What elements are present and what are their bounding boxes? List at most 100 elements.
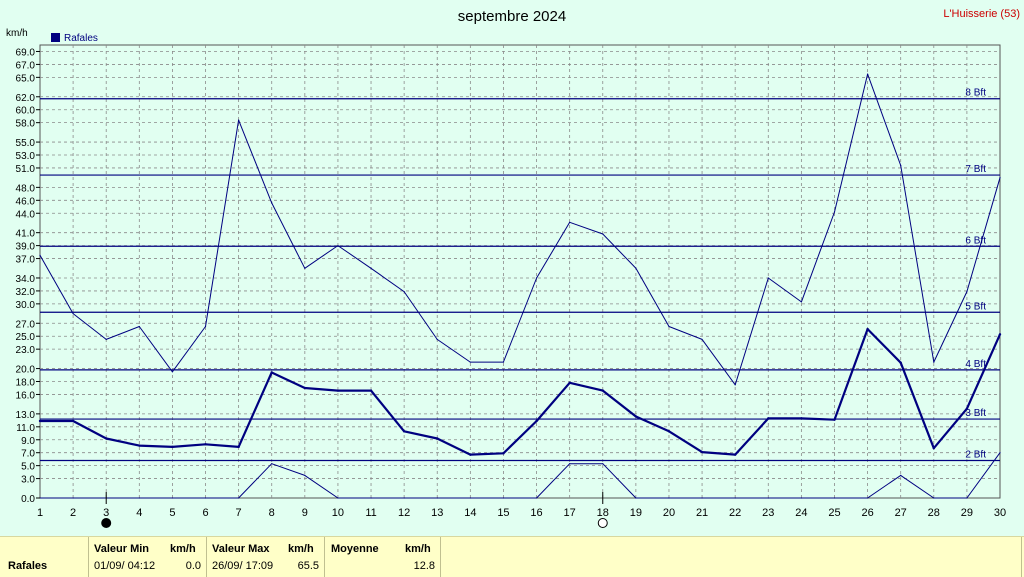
data-point-mean [436, 437, 439, 440]
x-tick-label: 7 [236, 507, 242, 519]
data-point-mean [105, 437, 108, 440]
beaufort-label: 2 Bft [965, 449, 986, 460]
chart-area: 2 Bft 3 Bft 4 Bft 5 Bft 6 Bft 7 Bft 8 Bft 0.0 3… [6, 8, 1020, 528]
y-tick-label: 39.0 [16, 242, 36, 253]
data-point-max [800, 301, 802, 303]
chart-title: septembre 2024 [458, 8, 566, 25]
data-point-min [502, 497, 505, 499]
avg-header: Moyenne [331, 543, 379, 555]
data-point-max [271, 202, 273, 204]
data-point-mean [303, 386, 307, 390]
data-point-mean [138, 444, 141, 447]
data-point-min [337, 497, 339, 499]
data-point-max [469, 361, 471, 363]
beaufort-label: 6 Bft [965, 235, 986, 246]
data-point-min [171, 497, 174, 499]
moon-phases [101, 492, 608, 528]
data-point-min [403, 497, 405, 499]
data-point-mean [402, 430, 406, 433]
data-point-max [966, 290, 968, 293]
x-tick-label: 6 [202, 507, 208, 519]
avg-unit: km/h [405, 543, 431, 555]
x-tick-label: 18 [597, 507, 609, 519]
data-point-mean [171, 445, 174, 449]
max-unit: km/h [288, 543, 314, 555]
beaufort-label: 4 Bft [965, 359, 986, 370]
x-tick-label: 15 [497, 507, 509, 519]
x-tick-label: 8 [269, 507, 275, 519]
data-point-mean [38, 419, 42, 423]
y-tick-label: 20.0 [16, 365, 36, 376]
data-point-min [933, 497, 935, 499]
beaufort-label: 5 Bft [965, 301, 986, 312]
new-moon-icon [101, 518, 112, 528]
y-tick-label: 32.0 [16, 287, 36, 298]
max-value: 65.5 [297, 560, 319, 572]
data-point-min [204, 497, 207, 499]
data-point-min [701, 497, 703, 499]
x-tick-label: 20 [663, 507, 675, 519]
data-point-min [138, 497, 140, 499]
data-point-max [535, 277, 538, 279]
x-tick-label: 9 [302, 507, 308, 519]
x-tick-label: 5 [169, 507, 175, 519]
data-point-mean [899, 361, 902, 364]
series-line-min [40, 452, 1001, 499]
series-line-max [39, 73, 1001, 386]
data-point-mean [601, 389, 604, 392]
data-point-mean [369, 389, 373, 392]
data-point-max [734, 384, 736, 386]
data-point-min [966, 497, 968, 499]
data-point-max [833, 211, 836, 213]
data-point-min [800, 497, 802, 499]
data-point-mean [767, 417, 770, 420]
y-tick-label: 23.0 [16, 345, 36, 356]
y-tick-labels: 0.0 3.0 5.0 7.0 9.0 11.0 13.0 16.018.0 20.0 23.0 2… [16, 47, 40, 505]
data-point-max [39, 254, 41, 256]
data-point-max [370, 267, 372, 269]
x-tick-label: 26 [861, 507, 873, 519]
x-tick-label: 11 [365, 507, 376, 519]
x-tick-label: 29 [961, 507, 973, 519]
data-point-min [668, 497, 670, 499]
x-tick-label: 28 [928, 507, 940, 519]
footer-series-label: Rafales [8, 560, 48, 572]
legend-label: Rafales [64, 33, 98, 44]
data-point-max [304, 267, 306, 269]
x-tick-label: 22 [729, 507, 741, 519]
plot-frame [39, 44, 1001, 499]
y-tick-label: 58.0 [16, 119, 36, 130]
data-point-mean [866, 327, 869, 331]
data-point-max [138, 325, 140, 328]
data-point-min [271, 463, 273, 465]
x-tick-label: 14 [464, 507, 476, 519]
data-point-min [602, 463, 604, 465]
data-point-max [436, 338, 438, 341]
data-point-mean [535, 419, 538, 423]
x-tick-label: 2 [70, 507, 76, 519]
y-tick-label: 60.0 [16, 106, 36, 117]
data-point-max [72, 312, 74, 315]
avg-value: 12.8 [413, 560, 435, 572]
x-tick-label: 16 [530, 507, 542, 519]
data-point-max [238, 119, 240, 121]
footer-right-divider [1021, 537, 1022, 577]
data-point-max [337, 245, 339, 247]
y-tick-label: 34.0 [16, 274, 36, 285]
data-point-mean [733, 453, 737, 456]
y-tick-label: 18.0 [16, 378, 36, 389]
y-tick-label: 16.0 [16, 390, 36, 401]
data-point-min [866, 497, 869, 499]
y-tick-label: 69.0 [16, 47, 36, 58]
grid [40, 45, 1000, 498]
data-point-mean [568, 381, 571, 385]
footer-end-divider [440, 537, 441, 577]
x-tick-label: 4 [136, 507, 142, 519]
x-tick-label: 17 [564, 507, 576, 519]
data-point-mean [204, 443, 207, 446]
y-tick-label: 65.0 [16, 73, 36, 84]
y-tick-label: 48.0 [16, 183, 36, 194]
data-point-min [304, 474, 306, 476]
data-point-min [535, 497, 538, 499]
data-point-min [469, 497, 471, 499]
